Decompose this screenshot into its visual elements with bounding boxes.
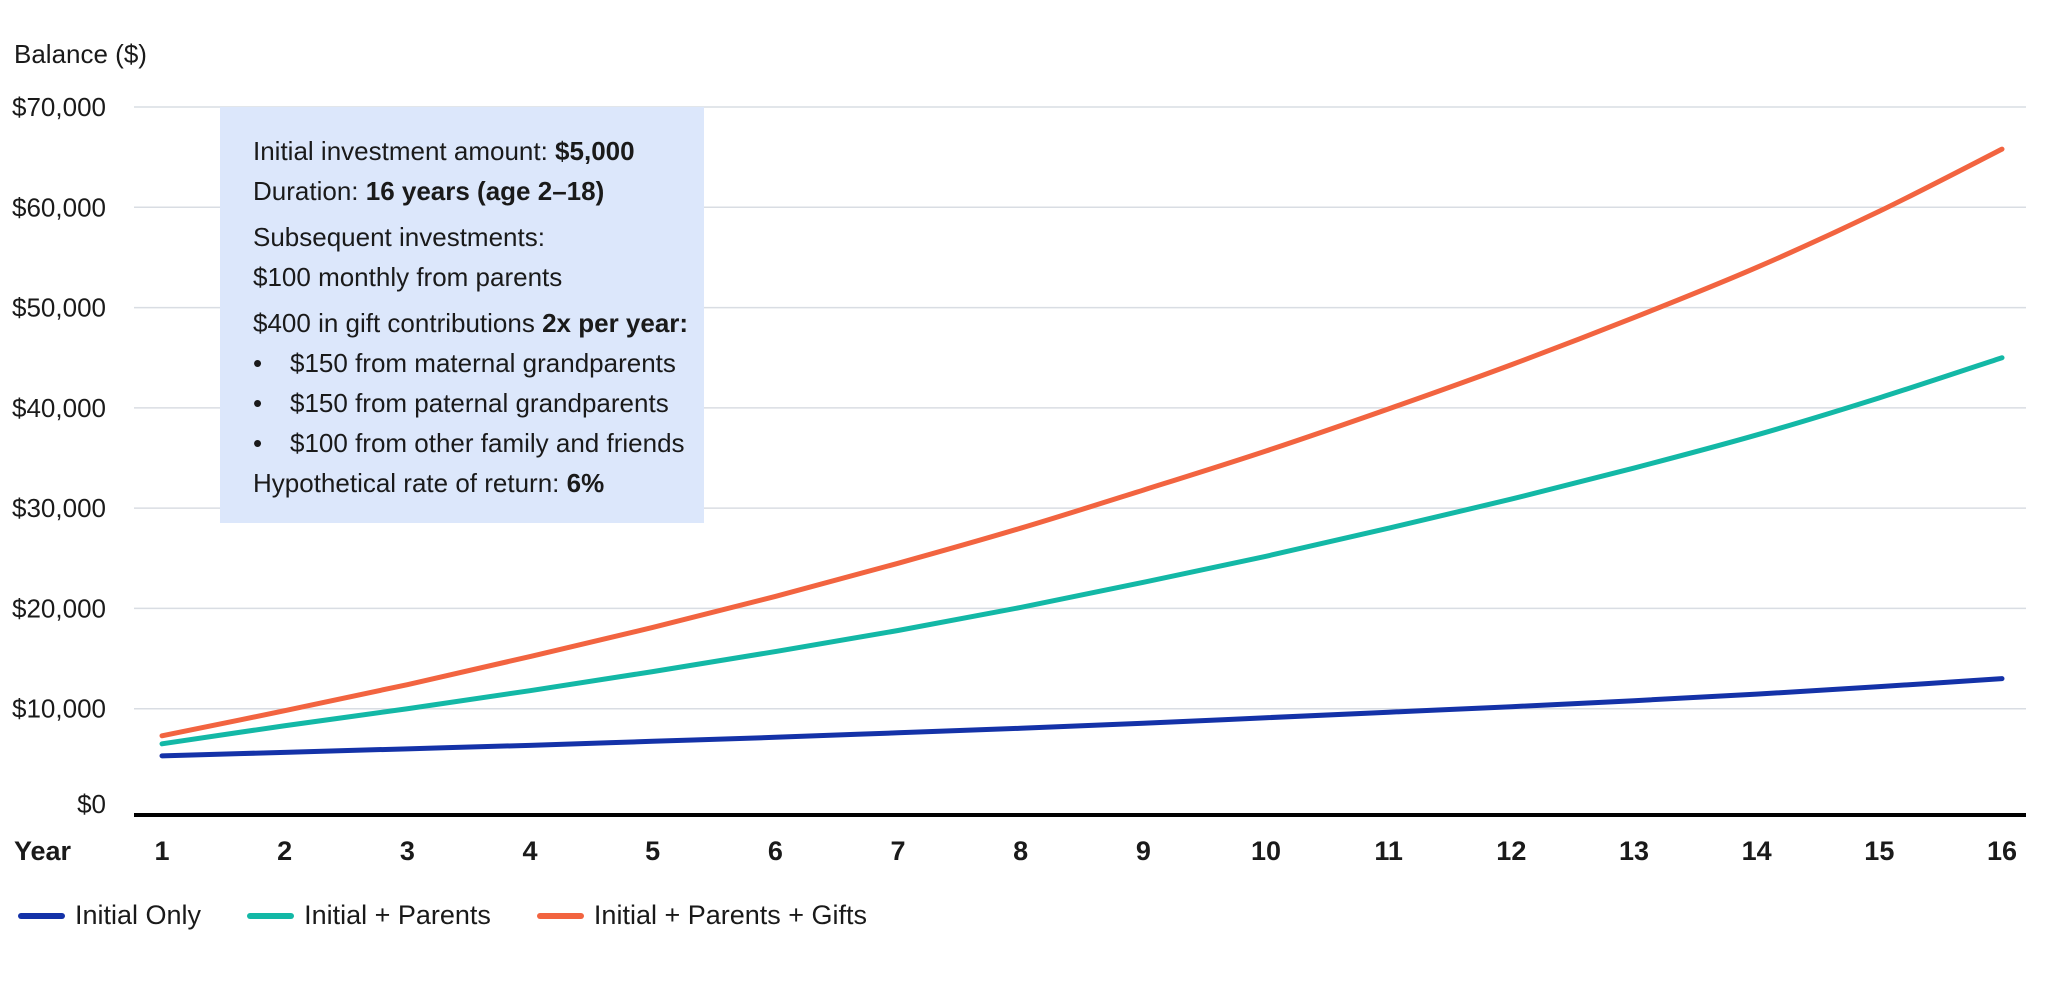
- bullet-item: • $100 from other family and friends: [253, 423, 704, 463]
- bullet-marker: •: [253, 388, 263, 418]
- x-tick-label: 6: [768, 836, 783, 866]
- x-tick-label: 11: [1374, 836, 1403, 866]
- x-tick-labels: 1 2 3 4 5 6 7 8 9 10 11 12 13 14 15 16: [154, 836, 2017, 866]
- x-tick-label: 12: [1496, 836, 1526, 866]
- series-lines: [159, 146, 2005, 759]
- bullet-marker: •: [253, 348, 263, 378]
- x-tick-label: 2: [277, 836, 292, 866]
- initial-investment-value: $5,000: [555, 136, 635, 166]
- legend-swatch: [536, 912, 584, 919]
- y-tick-label: $50,000: [12, 293, 106, 323]
- legend-label: Initial + Parents: [304, 900, 491, 930]
- y-tick-label: $30,000: [12, 493, 106, 523]
- x-tick-label: 3: [400, 836, 415, 866]
- y-tick-label: $10,000: [12, 694, 106, 724]
- parents-monthly-text: $100 monthly from parents: [253, 262, 563, 292]
- y-tick-label: $20,000: [12, 593, 106, 623]
- series-line-initial-parents-gifts: [159, 146, 2005, 739]
- y-tick-label: $0: [77, 789, 106, 819]
- series-line-initial-only: [159, 676, 2005, 759]
- assumptions-box: Initial investment amount: $5,000 Durati…: [220, 107, 704, 523]
- legend: Initial Only Initial + Parents Initial +…: [18, 900, 913, 931]
- series-line-initial-parents: [159, 355, 2005, 747]
- legend-item-initial-only: Initial Only: [18, 900, 201, 931]
- x-tick-label: 7: [890, 836, 905, 866]
- rate-of-return-text: Hypothetical rate of return: 6%: [253, 468, 605, 498]
- x-tick-label: 5: [645, 836, 660, 866]
- y-axis-title: Balance ($): [14, 39, 147, 69]
- subsequent-investments-heading: Subsequent investments:: [253, 222, 545, 252]
- duration-text: Duration: 16 years (age 2–18): [253, 176, 605, 206]
- legend-label: Initial + Parents + Gifts: [593, 900, 868, 930]
- gift-contributions-text: $400 in gift contributions 2x per year:: [253, 308, 689, 338]
- legend-swatch: [18, 912, 65, 919]
- x-tick-label: 8: [1013, 836, 1028, 866]
- legend-label: Initial Only: [75, 900, 202, 930]
- bullet-item: • $150 from maternal grandparents: [253, 343, 704, 383]
- gift-frequency-value: 2x per year:: [542, 308, 689, 338]
- x-tick-label: 13: [1619, 836, 1649, 866]
- y-tick-label: $70,000: [12, 92, 106, 122]
- x-tick-label: 9: [1136, 836, 1151, 866]
- legend-swatch: [247, 912, 295, 919]
- y-tick-label: $40,000: [12, 393, 106, 423]
- legend-item-initial-parents: Initial + Parents: [247, 900, 491, 931]
- x-tick-label: 1: [154, 836, 169, 866]
- bullet-item: • $150 from paternal grandparents: [253, 383, 704, 423]
- duration-value: 16 years (age 2–18): [365, 176, 605, 206]
- rate-of-return-value: 6%: [566, 468, 605, 498]
- x-tick-label: 14: [1742, 836, 1772, 866]
- y-tick-label: $60,000: [12, 192, 106, 222]
- x-tick-label: 16: [1987, 836, 2017, 866]
- x-tick-label: 4: [522, 836, 537, 866]
- x-tick-label: 10: [1251, 836, 1281, 866]
- y-tick-labels: $0 $10,000 $20,000 $30,000 $40,000 $50,000 $60…: [12, 92, 106, 819]
- initial-investment-text: Initial investment amount: $5,000: [253, 136, 635, 166]
- legend-item-initial-parents-gifts: Initial + Parents + Gifts: [536, 900, 868, 931]
- x-tick-label: 15: [1864, 836, 1894, 866]
- x-axis-title: Year: [14, 836, 72, 866]
- bullet-marker: •: [253, 428, 263, 458]
